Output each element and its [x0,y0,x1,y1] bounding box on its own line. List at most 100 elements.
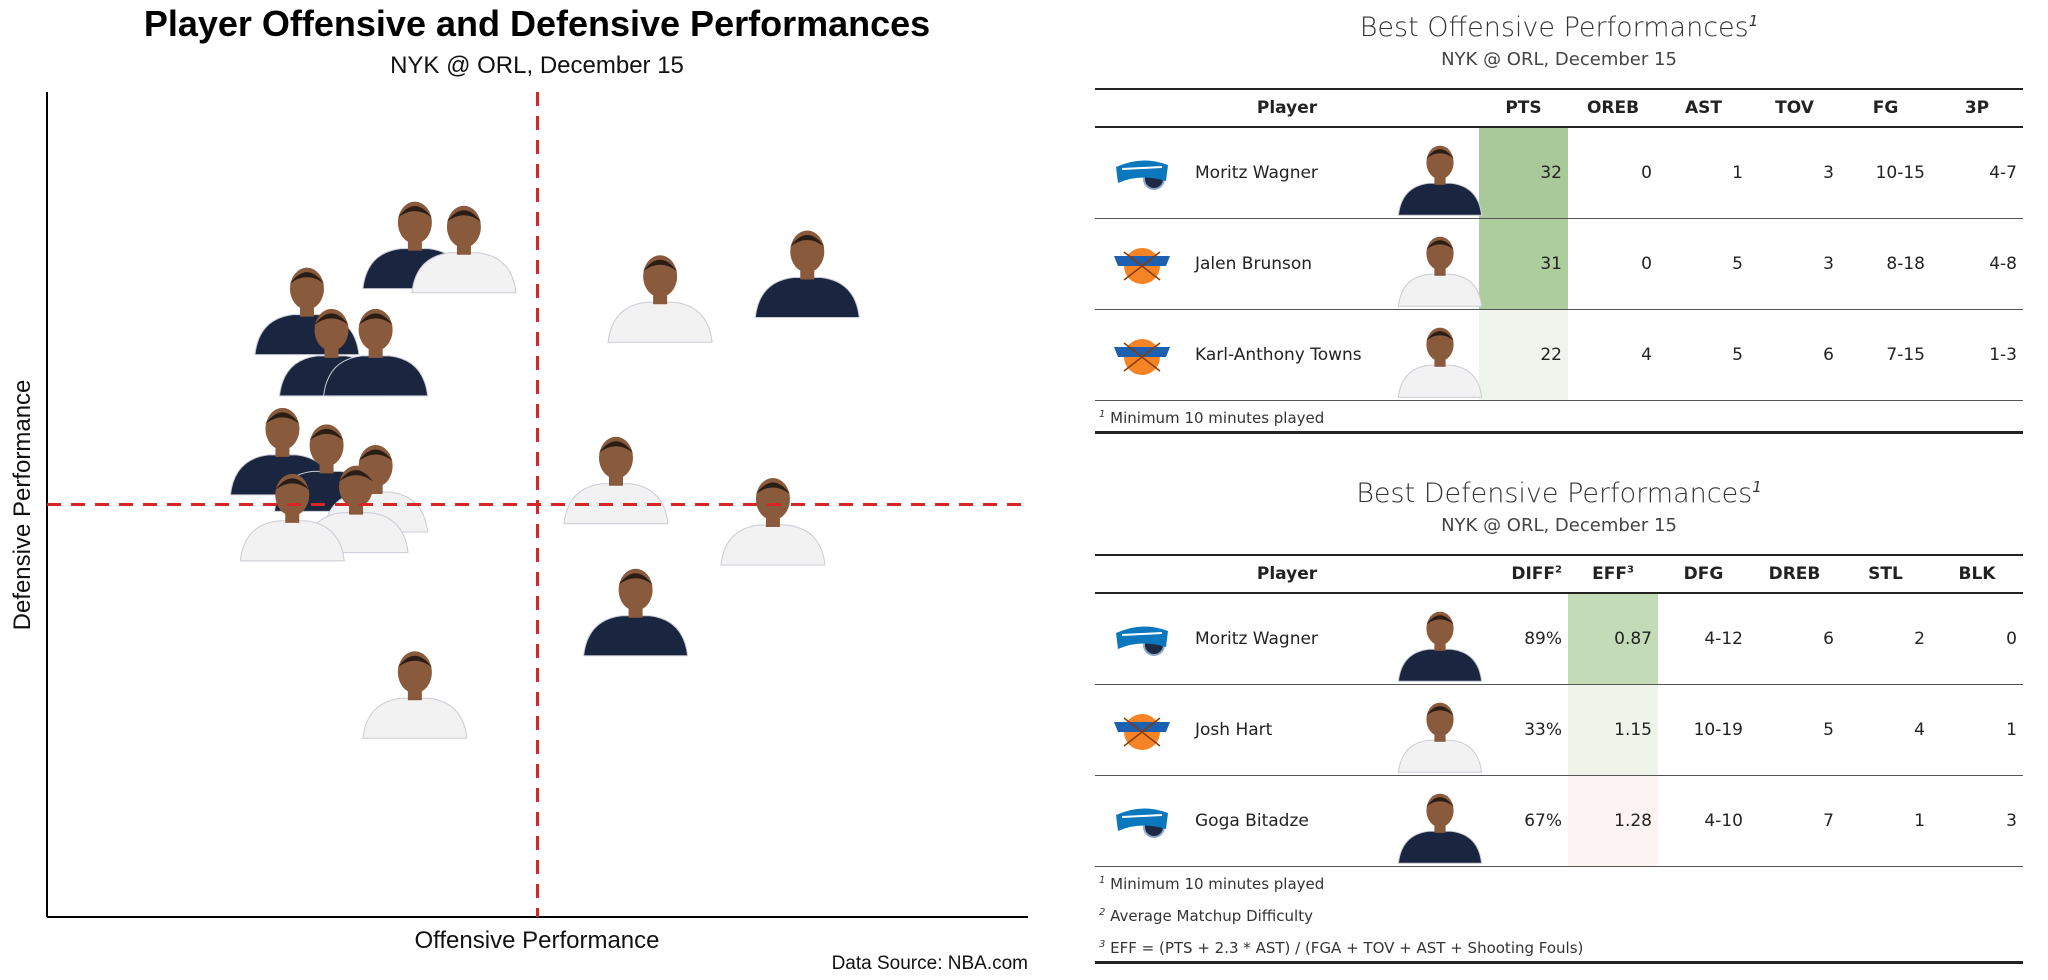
header-tov: TOV [1749,89,1840,128]
jersey-shape [607,301,713,343]
hair-shape [1426,797,1454,807]
footnote-mark: 2 [1099,907,1106,918]
defense-footnote-3: 3 EFF = (PTS + 2.3 * AST) / (FGA + TOV +… [1099,939,2019,957]
jersey-shape [1397,364,1483,398]
pts-value: 31 [1479,218,1568,310]
header-player: Player [1095,555,1479,594]
hair-shape [1426,240,1454,250]
3p-value: 4-7 [1931,127,2023,219]
hair-shape [289,272,324,284]
player-photo-cell [1389,684,1483,776]
player-photo-cell [1389,309,1483,401]
hair-shape [755,482,790,494]
defense-header-row: Player DIFF2 EFF3 DFG DREB STL BLK [1095,555,2023,594]
jersey-shape [754,277,860,318]
header-eff-label: EFF [1592,564,1627,584]
tov-value: 3 [1749,218,1840,310]
player-headshot [1397,145,1483,216]
jersey-shape [239,520,345,562]
defense-table-title: Best Defensive Performances1 [1095,478,2023,509]
jersey-shape [1397,273,1483,307]
x-axis-label: Offensive Performance [414,927,659,954]
scatter-point-2 [411,205,517,294]
header-3p: 3P [1931,89,2023,128]
header-player: Player [1095,89,1479,128]
player-photo [1397,145,1483,216]
header-stl: STL [1840,555,1931,594]
footnote-text: Minimum 10 minutes played [1110,409,1325,427]
hair-shape [339,470,374,482]
team-logo-cell [1095,684,1189,776]
defense-table: Player DIFF2 EFF3 DFG DREB STL BLK Morit… [1095,554,2023,867]
hair-shape [358,313,393,325]
scatter-point-15 [583,568,689,657]
hair-shape [265,412,300,424]
hair-shape [309,428,344,441]
offense-header-row: Player PTS OREB AST TOV FG 3P [1095,89,2023,128]
header-fg: FG [1840,89,1931,128]
diff-value: 67% [1479,775,1568,867]
scatter-point-12 [239,473,345,562]
header-blk: BLK [1931,555,2023,594]
tov-value: 3 [1749,127,1840,219]
player-name: Moritz Wagner [1189,127,1389,219]
team-logo-cell [1095,127,1189,219]
pts-value: 32 [1479,127,1568,219]
table-row: Josh Hart 33% 1.15 10-19 5 4 1 [1095,684,2023,776]
player-headshot [1397,236,1483,307]
footnote-mark: 1 [1099,409,1106,420]
header-oreb: OREB [1568,89,1658,128]
header-eff: EFF3 [1568,555,1658,594]
oreb-value: 4 [1568,309,1658,401]
fg-value: 7-15 [1840,309,1931,401]
jersey-shape [583,615,689,657]
table-row: Jalen Brunson 31 0 5 3 8-18 4-8 [1095,218,2023,310]
header-ast: AST [1658,89,1749,128]
hair-shape [790,235,825,247]
ast-value: 1 [1658,127,1749,219]
stl-value: 4 [1840,684,1931,776]
footnote-mark: 3 [1099,939,1106,950]
hair-shape [446,210,481,222]
offense-table: Player PTS OREB AST TOV FG 3P Moritz Wag… [1095,88,2023,401]
table-row: Moritz Wagner 89% 0.87 4-12 6 2 0 [1095,593,2023,685]
dreb-value: 6 [1749,593,1840,685]
fg-value: 10-15 [1840,127,1931,219]
orlando-magic-logo [1116,808,1168,838]
tov-value: 6 [1749,309,1840,401]
header-dfg: DFG [1658,555,1749,594]
table-row: Karl-Anthony Towns 22 4 5 6 7-15 1-3 [1095,309,2023,401]
player-headshot [1397,327,1483,398]
team-logo-cell [1095,593,1189,685]
player-name: Jalen Brunson [1189,218,1389,310]
player-photo [1397,236,1483,307]
neck-shape [1434,355,1446,367]
jersey-shape [720,524,826,566]
scatter-point-6 [607,255,713,343]
defense-table-subtitle: NYK @ ORL, December 15 [1441,515,1677,536]
scatter-point-13 [563,436,669,525]
defense-footnote-2: 2 Average Matchup Difficulty [1099,907,2019,925]
hair-shape [275,478,310,490]
player-photo [1397,793,1483,864]
eff-value: 1.15 [1568,684,1658,776]
neck-shape [1434,173,1446,185]
dreb-value: 5 [1749,684,1840,776]
neck-shape [1434,264,1446,276]
hair-shape [1426,706,1454,716]
player-headshot [1397,793,1483,864]
hair-shape [314,313,349,325]
team-logo-cell [1095,309,1189,401]
defense-table-block: Best Defensive Performances1 NYK @ ORL, … [1095,478,2023,964]
table-row: Goga Bitadze 67% 1.28 4-10 7 1 3 [1095,775,2023,867]
offense-table-title: Best Offensive Performances1 [1095,12,2023,43]
jersey-shape [1397,739,1483,773]
chart-subtitle: NYK @ ORL, December 15 [390,52,684,79]
footnote-text: EFF = (PTS + 2.3 * AST) / (FGA + TOV + A… [1110,939,1584,957]
oreb-value: 0 [1568,127,1658,219]
data-source: Data Source: NBA.com [832,953,1028,974]
defense-title-text: Best Defensive Performances [1356,478,1753,509]
eff-value: 1.28 [1568,775,1658,867]
3p-value: 1-3 [1931,309,2023,401]
stl-value: 1 [1840,775,1931,867]
